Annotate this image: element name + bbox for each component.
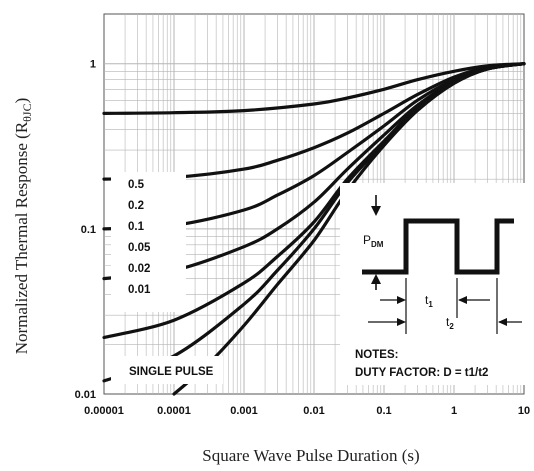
legend-label-0-02: 0.02 (128, 263, 150, 275)
y-axis-label-main: Normalized Thermal Response (R (12, 121, 31, 354)
pdm-arrowhead-bottom (371, 274, 381, 284)
legend: 0.5 0.2 0.1 0.05 0.02 0.01 SINGLE PULSE (128, 179, 214, 378)
pdm-main: P (363, 233, 371, 247)
y-axis-label-close: ) (12, 98, 31, 104)
legend-background (111, 172, 186, 312)
legend-label-single-pulse: SINGLE PULSE (129, 366, 214, 378)
t1-sub: 1 (428, 300, 433, 309)
legend-label-0-2: 0.2 (128, 200, 144, 212)
x-axis-label: Square Wave Pulse Duration (s) (202, 446, 419, 465)
single-pulse-label-background (111, 356, 223, 384)
t2-arrowhead-left (397, 318, 406, 326)
legend-label-0-05: 0.05 (128, 242, 151, 254)
x-tick-label: 0.1 (376, 405, 391, 417)
t2-main: t (446, 315, 450, 329)
t1-arrowhead-left (397, 296, 406, 304)
t1-arrowhead-right (458, 296, 467, 304)
notes-text: DUTY FACTOR: D = t1/t2 (355, 367, 488, 379)
t2-label: t2 (446, 315, 454, 331)
x-tick-label: 0.01 (303, 405, 324, 417)
axis-ticks: 0.00001 0.0001 0.001 0.01 0.1 1 10 0.01 0.1 1 (75, 59, 531, 417)
x-tick-label: 0.00001 (84, 405, 124, 417)
pdm-sub: DM (371, 240, 384, 249)
t1-main: t (425, 293, 429, 307)
t1-label: t1 (425, 293, 433, 309)
duty-cycle-inset: PDM t1 t2 NOTES: DUTY FACTOR: D = t1/t2 (355, 195, 522, 379)
pdm-arrowhead-top (371, 206, 381, 216)
series-line-0-5 (102, 62, 526, 115)
legend-label-0-5: 0.5 (128, 179, 145, 191)
legend-label-0-1: 0.1 (128, 221, 145, 233)
x-tick-label: 0.001 (230, 405, 258, 417)
t2-sub: 2 (449, 322, 454, 331)
t2-arrowhead-right (498, 318, 507, 326)
series-line-0-2 (102, 62, 526, 181)
x-tick-label: 1 (451, 405, 457, 417)
legend-label-0-01: 0.01 (128, 284, 151, 296)
y-tick-label: 1 (90, 59, 96, 71)
y-axis-label: Normalized Thermal Response (RθJC) (12, 98, 34, 355)
y-tick-label: 0.1 (81, 224, 96, 236)
y-tick-label: 0.01 (75, 389, 96, 401)
x-tick-label: 0.0001 (157, 405, 191, 417)
notes-title: NOTES: (355, 349, 398, 361)
x-tick-label: 10 (518, 405, 530, 417)
y-axis-label-sub: θJC (20, 103, 34, 121)
pulse-waveform (362, 218, 514, 275)
pdm-label: PDM (363, 233, 384, 249)
